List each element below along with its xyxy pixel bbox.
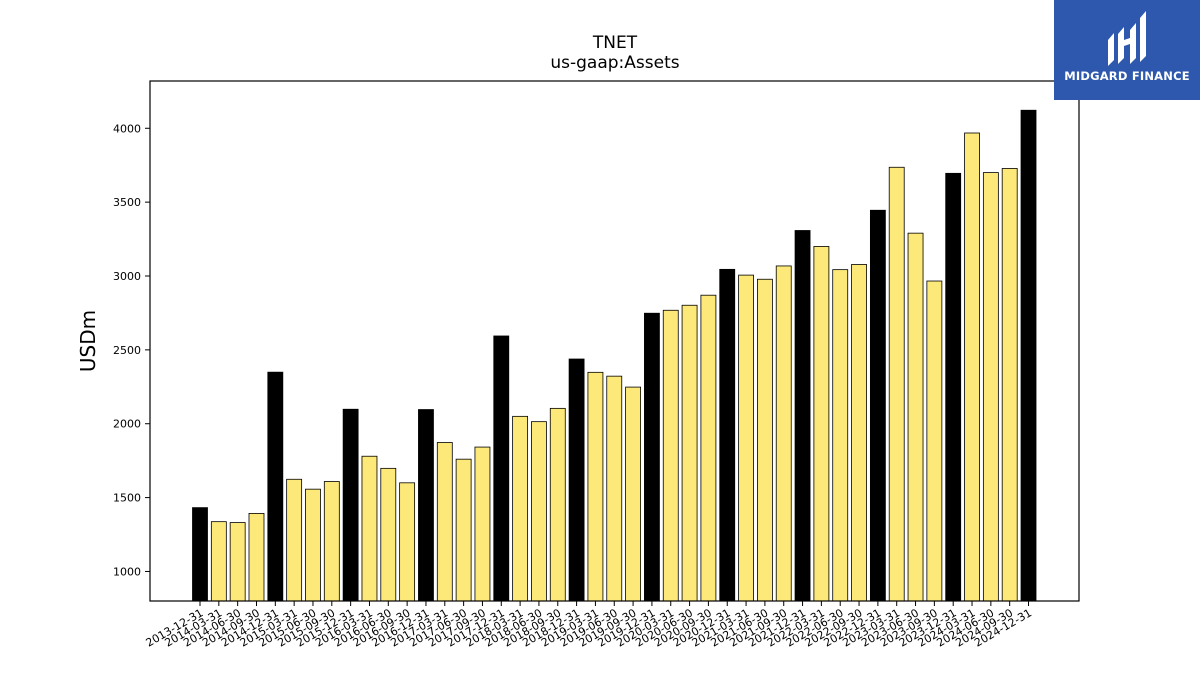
chart-title: TNET bbox=[592, 33, 638, 53]
y-ticks-group: 1000 1500 2000 2500 3000 3500 4000 bbox=[113, 122, 150, 578]
bar-2019-09-30 bbox=[625, 386, 641, 602]
bar-2014-06-30 bbox=[229, 522, 246, 602]
bar-2017-06-30 bbox=[455, 458, 472, 602]
bar-2022-09-30 bbox=[851, 264, 867, 602]
chart-subtitle: us-gaap:Assets bbox=[550, 53, 679, 73]
bar-2024-12-31 bbox=[1020, 109, 1037, 602]
bar-2020-12-31 bbox=[719, 268, 736, 602]
bar-2024-06-30 bbox=[982, 172, 999, 602]
y-tick-label: 4000 bbox=[113, 122, 141, 135]
plot-frame bbox=[149, 80, 1080, 602]
bar-2018-03-31 bbox=[512, 415, 529, 602]
y-tick-label: 3500 bbox=[113, 196, 141, 209]
bar-2017-03-31 bbox=[436, 442, 453, 602]
y-tick-label: 2500 bbox=[113, 344, 141, 357]
bar-2019-06-30 bbox=[606, 375, 623, 602]
bar-2018-06-30 bbox=[531, 421, 547, 602]
logo-text: MIDGARD FINANCE bbox=[1064, 69, 1190, 83]
bar-2024-09-30 bbox=[1001, 168, 1018, 602]
bar-2021-09-30 bbox=[775, 265, 792, 602]
bar-2016-12-31 bbox=[418, 409, 434, 602]
bar-2019-03-31 bbox=[587, 371, 604, 602]
bars-group bbox=[192, 109, 1037, 602]
y-axis-label: USDm bbox=[76, 310, 100, 372]
bar-2023-03-31 bbox=[888, 166, 905, 602]
bar-2013-12-31 bbox=[192, 507, 208, 602]
midgard-logo-icon bbox=[1108, 11, 1146, 66]
y-tick-label: 3000 bbox=[113, 270, 141, 283]
bar-2021-12-31 bbox=[794, 230, 811, 602]
bar-2018-09-30 bbox=[549, 407, 566, 602]
bar-2015-12-31 bbox=[342, 408, 359, 602]
y-tick-label: 1000 bbox=[113, 565, 141, 578]
bar-2022-03-31 bbox=[813, 246, 830, 602]
bar-2022-12-31 bbox=[869, 209, 886, 602]
bar-2016-06-30 bbox=[380, 467, 397, 602]
bar-2021-03-31 bbox=[738, 274, 754, 602]
y-tick-label: 1500 bbox=[113, 492, 141, 505]
bar-2017-09-30 bbox=[474, 446, 491, 602]
bar-2015-09-30 bbox=[323, 481, 340, 602]
bar-2014-12-31 bbox=[267, 371, 284, 602]
y-tick-label: 2000 bbox=[113, 418, 141, 431]
bar-2024-03-31 bbox=[964, 132, 980, 602]
bar-2016-03-31 bbox=[361, 455, 378, 602]
bar-2023-06-30 bbox=[907, 232, 924, 602]
bar-2014-09-30 bbox=[248, 513, 265, 602]
bar-2021-06-30 bbox=[757, 278, 773, 602]
bar-2020-03-31 bbox=[662, 309, 679, 602]
bar-2017-12-31 bbox=[493, 335, 510, 602]
bar-2020-06-30 bbox=[681, 304, 698, 602]
bar-2020-09-30 bbox=[700, 294, 717, 602]
bar-2023-09-30 bbox=[926, 280, 943, 602]
midgard-finance-logo: MIDGARD FINANCE bbox=[1054, 0, 1200, 100]
bar-2019-12-31 bbox=[644, 312, 660, 602]
bar-2015-06-30 bbox=[305, 488, 321, 602]
bar-2014-03-31 bbox=[210, 521, 227, 602]
x-ticks-group: 2013-12-312014-03-312014-06-302014-09-30… bbox=[144, 601, 1034, 650]
bar-2016-09-30 bbox=[399, 482, 416, 602]
bar-2015-03-31 bbox=[286, 478, 303, 602]
bar-2018-12-31 bbox=[568, 358, 585, 602]
bar-2022-06-30 bbox=[832, 269, 849, 602]
bar-2023-12-31 bbox=[945, 172, 962, 602]
